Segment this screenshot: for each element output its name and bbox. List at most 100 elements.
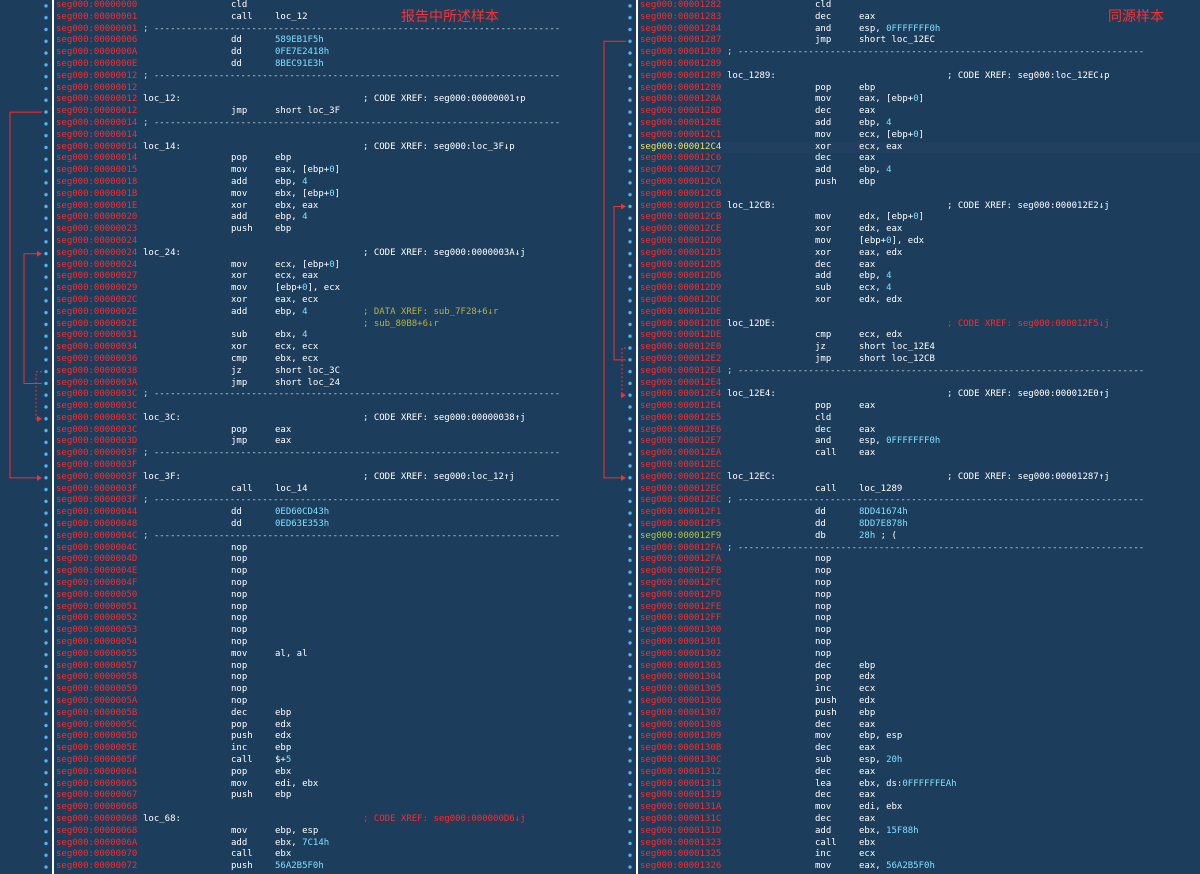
code-line[interactable]: seg000:000012C4 xor ecx, eax (640, 141, 1200, 154)
code-line[interactable]: seg000:00000012 loc_12: ; CODE XREF: seg00… (56, 94, 600, 106)
code-line[interactable]: seg000:00000070 call ebx (56, 849, 600, 861)
code-line[interactable]: seg000:00001306 push edx (640, 696, 1200, 708)
code-line[interactable]: seg000:00000001 ; -----------------------… (56, 24, 600, 36)
code-line[interactable]: seg000:00000006 dd 589EB1F5h (56, 35, 600, 47)
code-line[interactable]: seg000:00000068 (56, 802, 600, 814)
code-line[interactable]: seg000:0000000E dd 8BEC91E3h (56, 59, 600, 71)
code-line[interactable]: seg000:0000128E add ebp, 4 (640, 118, 1200, 130)
code-line[interactable]: seg000:00000050 nop (56, 590, 600, 602)
code-line[interactable]: seg000:000012CB mov edx, [ebp+0] (640, 212, 1200, 224)
code-line[interactable]: seg000:0000003F loc_3F: ; CODE XREF: seg00… (56, 472, 600, 484)
code-line[interactable]: seg000:0000003C pop eax (56, 425, 600, 437)
code-line[interactable]: seg000:0000131A mov edi, ebx (640, 802, 1200, 814)
code-line[interactable]: seg000:00000018 add ebp, 4 (56, 177, 600, 189)
code-line[interactable]: seg000:00001289 pop ebp (640, 83, 1200, 95)
code-line[interactable]: seg000:000012E0 jz short loc_12E4 (640, 342, 1200, 354)
code-line[interactable]: seg000:000012E4 ; -----------------------… (640, 366, 1200, 378)
code-line[interactable]: seg000:000012E4 loc_12E4: ; CODE XREF: seg… (640, 389, 1200, 401)
code-line[interactable]: seg000:000012EC ; -----------------------… (640, 495, 1200, 507)
code-line[interactable]: seg000:0000005F call $+5 (56, 755, 600, 767)
code-line[interactable]: seg000:000012DE loc_12DE: ; CODE XREF: seg… (640, 319, 1200, 331)
code-line[interactable]: seg000:00001305 inc ecx (640, 684, 1200, 696)
code-line[interactable]: seg000:00000027 xor ecx, eax (56, 271, 600, 283)
code-line[interactable]: seg000:00001319 dec eax (640, 790, 1200, 802)
code-line[interactable]: seg000:00000015 mov eax, [ebp+0] (56, 165, 600, 177)
code-line[interactable]: seg000:00001289 (640, 59, 1200, 71)
code-line[interactable]: seg000:000012FB nop (640, 566, 1200, 578)
code-line[interactable]: seg000:00000054 nop (56, 637, 600, 649)
code-line[interactable]: seg000:00001284 and esp, 0FFFFFFF0h (640, 24, 1200, 36)
code-line[interactable]: seg000:000012CE xor edx, eax (640, 224, 1200, 236)
code-line[interactable]: seg000:000012E4 pop eax (640, 401, 1200, 413)
code-line[interactable]: seg000:00000031 sub ebx, 4 (56, 330, 600, 342)
code-line[interactable]: seg000:00000036 cmp ebx, ecx (56, 354, 600, 366)
code-line[interactable]: seg000:00000014 pop ebp (56, 153, 600, 165)
code-line[interactable]: seg000:00001283 dec eax (640, 12, 1200, 24)
code-line[interactable]: seg000:0000001E xor ebx, eax (56, 201, 600, 213)
code-line[interactable]: seg000:0000004D nop (56, 554, 600, 566)
code-line[interactable]: seg000:000012FD nop (640, 590, 1200, 602)
code-line[interactable]: seg000:0000001B mov ebx, [ebp+0] (56, 189, 600, 201)
code-line[interactable]: seg000:00000059 nop (56, 684, 600, 696)
code-line[interactable]: seg000:00000014 (56, 130, 600, 142)
code-line[interactable]: seg000:00000014 loc_14: ; CODE XREF: seg00… (56, 142, 600, 154)
code-line[interactable]: seg000:00000058 nop (56, 672, 600, 684)
code-line[interactable]: seg000:00000055 mov al, al (56, 649, 600, 661)
code-line[interactable]: seg000:00001308 dec eax (640, 720, 1200, 732)
code-line[interactable]: seg000:000012F5 dd 8DD7E878h (640, 519, 1200, 531)
right-code-listing[interactable]: seg000:00001282 cld seg000:00001283 dec eax s… (640, 0, 1200, 873)
code-line[interactable]: seg000:00000051 nop (56, 602, 600, 614)
code-line[interactable]: seg000:00000068 loc_68: ; CODE XREF: seg00… (56, 814, 600, 826)
code-line[interactable]: seg000:00000014 ; -----------------------… (56, 118, 600, 130)
code-line[interactable]: seg000:00000012 jmp short loc_3F (56, 106, 600, 118)
code-line[interactable]: seg000:000012E4 (640, 378, 1200, 390)
code-line[interactable]: seg000:00001325 inc ecx (640, 849, 1200, 861)
code-line[interactable]: seg000:00000024 loc_24: ; CODE XREF: seg00… (56, 248, 600, 260)
code-line[interactable]: seg000:00000023 push ebp (56, 224, 600, 236)
code-line[interactable]: seg000:00000065 mov edi, ebx (56, 779, 600, 791)
code-line[interactable]: seg000:00001312 dec eax (640, 767, 1200, 779)
code-line[interactable]: seg000:000012FA ; -----------------------… (640, 543, 1200, 555)
code-line[interactable]: seg000:000012F9 db 28h ; ( (640, 531, 1200, 543)
code-line[interactable]: seg000:0000002E ; sub_80B8+6↓r (56, 319, 600, 331)
code-line[interactable]: seg000:00000053 nop (56, 625, 600, 637)
code-line[interactable]: seg000:000012C6 dec eax (640, 153, 1200, 165)
code-line[interactable]: seg000:00001303 dec ebp (640, 661, 1200, 673)
code-line[interactable]: seg000:00001326 mov eax, 56A2B5F0h (640, 861, 1200, 873)
code-line[interactable]: seg000:0000004C ; -----------------------… (56, 531, 600, 543)
code-line[interactable]: seg000:0000130B dec eax (640, 743, 1200, 755)
code-line[interactable]: seg000:00001307 push ebp (640, 708, 1200, 720)
code-line[interactable]: seg000:000012DC xor edx, edx (640, 295, 1200, 307)
code-line[interactable]: seg000:000012FC nop (640, 578, 1200, 590)
code-line[interactable]: seg000:000012D0 mov [ebp+0], edx (640, 236, 1200, 248)
code-line[interactable]: seg000:00001309 mov ebp, esp (640, 731, 1200, 743)
code-line[interactable]: seg000:000012C1 mov ecx, [ebp+0] (640, 130, 1200, 142)
code-line[interactable]: seg000:0000131C dec eax (640, 814, 1200, 826)
code-line[interactable]: seg000:0000000A dd 0FE7E2418h (56, 47, 600, 59)
code-line[interactable]: seg000:0000004E nop (56, 566, 600, 578)
code-line[interactable]: seg000:000012E2 jmp short loc_12CB (640, 354, 1200, 366)
code-line[interactable]: seg000:00001289 ; -----------------------… (640, 47, 1200, 59)
code-line[interactable]: seg000:00000029 mov [ebp+0], ecx (56, 283, 600, 295)
code-line[interactable]: seg000:00001282 cld (640, 0, 1200, 12)
code-line[interactable]: seg000:0000003C (56, 401, 600, 413)
left-code-listing[interactable]: seg000:00000000 cld seg000:00000001 call loc… (56, 0, 600, 873)
code-line[interactable]: seg000:000012F1 dd 8DD41674h (640, 507, 1200, 519)
code-line[interactable]: seg000:000012EC loc_12EC: ; CODE XREF: seg… (640, 472, 1200, 484)
code-line[interactable]: seg000:0000128D dec eax (640, 106, 1200, 118)
code-line[interactable]: seg000:00000064 pop ebx (56, 767, 600, 779)
code-line[interactable]: seg000:0000005C pop edx (56, 720, 600, 732)
code-line[interactable]: seg000:000012EC call loc_1289 (640, 484, 1200, 496)
code-line[interactable]: seg000:0000006A add ebx, 7C14h (56, 838, 600, 850)
code-line[interactable]: seg000:0000130C sub esp, 20h (640, 755, 1200, 767)
code-line[interactable]: seg000:00000012 ; -----------------------… (56, 71, 600, 83)
code-line[interactable]: seg000:0000128A mov eax, [ebp+0] (640, 94, 1200, 106)
code-line[interactable]: seg000:0000005B dec ebp (56, 708, 600, 720)
code-line[interactable]: seg000:000012CB loc_12CB: ; CODE XREF: seg… (640, 201, 1200, 213)
code-line[interactable]: seg000:0000003F (56, 460, 600, 472)
code-line[interactable]: seg000:0000003C ; -----------------------… (56, 389, 600, 401)
code-line[interactable]: seg000:00000012 (56, 83, 600, 95)
code-line[interactable]: seg000:00001300 nop (640, 625, 1200, 637)
code-line[interactable]: seg000:0000003D jmp eax (56, 436, 600, 448)
code-line[interactable]: seg000:00000001 call loc_12 (56, 12, 600, 24)
